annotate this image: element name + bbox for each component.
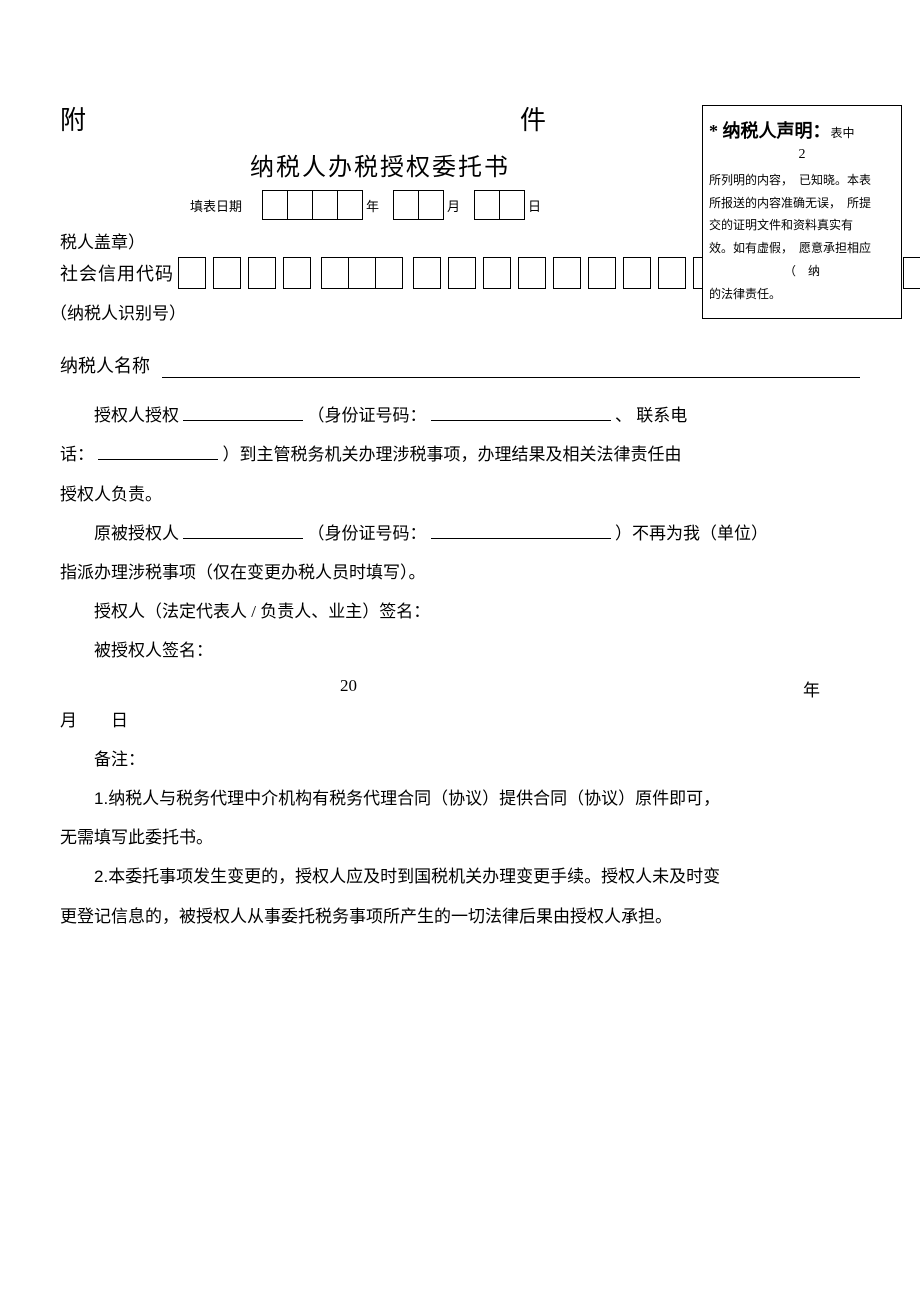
date-prefix-20: 20 <box>340 676 357 701</box>
auth-paragraph-2: 话： ）到主管税务机关办理涉税事项，办理结果及相关法律责任由 <box>60 435 860 474</box>
year-input-boxes[interactable] <box>262 190 362 220</box>
year-unit: 年 <box>366 196 379 215</box>
grantor-signature-line: 授权人（法定代表人 / 负责人、业主）签名： <box>60 592 860 631</box>
decl-paren: （ 纳 <box>709 260 895 283</box>
decl-l5: 的法律责任。 <box>709 287 781 301</box>
auth-p1b: （身份证号码： <box>308 406 427 425</box>
note-1b: 无需填写此委托书。 <box>60 818 860 857</box>
auth-p4c: ）不再为我（单位） <box>615 524 768 543</box>
attachment-left: 附 <box>60 100 88 137</box>
signature-date-row: 20 年 <box>60 676 860 701</box>
authorized-phone-input[interactable] <box>98 442 218 460</box>
prev-authorized-id-input[interactable] <box>431 521 611 539</box>
fill-date-label: 填表日期 <box>190 196 242 215</box>
decl-l2b: 所提 <box>847 196 871 210</box>
note-1: 1.纳税人与税务代理中介机构有税务代理合同（协议）提供合同（协议）原件即可， <box>60 779 860 818</box>
auth-paragraph-1: 授权人授权 （身份证号码： 、 联系电 <box>60 396 860 435</box>
auth-p2b: ）到主管税务机关办理涉税事项，办理结果及相关法律责任由 <box>223 445 682 464</box>
decl-l3: 交的证明文件和资料真实有 <box>709 218 853 232</box>
decl-l1a: 所列明的内容， <box>709 173 787 187</box>
declaration-star: * <box>709 121 718 141</box>
social-credit-code-label: 社会信用代码 <box>60 260 174 286</box>
note-2b: 更登记信息的，被授权人从事委托税务事项所产生的一切法律后果由授权人承担。 <box>60 897 860 936</box>
authorized-id-input[interactable] <box>431 403 611 421</box>
taxpayer-name-label: 纳税人名称 <box>60 352 150 378</box>
taxpayer-declaration-box: * 纳税人声明：表中 2 所列明的内容， 已知晓。本表 所报送的内容准确无误， … <box>702 105 902 319</box>
date-month-day: 月 日 <box>60 701 860 740</box>
decl-l2a: 所报送的内容准确无误， <box>709 196 835 210</box>
auth-paragraph-4: 原被授权人 （身份证号码： ）不再为我（单位） <box>60 514 860 553</box>
auth-p1c: 、 联系电 <box>615 406 687 425</box>
auth-p1a: 授权人授权 <box>94 406 179 425</box>
auth-p4a: 原被授权人 <box>94 524 179 543</box>
declaration-body: 所列明的内容， 已知晓。本表 所报送的内容准确无误， 所提 交的证明文件和资料真… <box>709 169 895 306</box>
decl-l4a: 效。如有虚假， <box>709 241 787 255</box>
note-2-text: 本委托事项发生变更的，授权人应及时到国税机关办理变更手续。授权人未及时变 <box>108 867 720 886</box>
taxpayer-id-text: （纳税人识别号） <box>50 304 186 323</box>
date-year-unit: 年 <box>803 676 820 701</box>
declaration-title: 纳税人声明： <box>723 121 831 141</box>
decl-l1b: 已知晓。本表 <box>799 173 871 187</box>
authorized-name-input[interactable] <box>183 403 303 421</box>
auth-p2a: 话： <box>60 445 94 464</box>
grantee-signature-line: 被授权人签名： <box>60 631 860 670</box>
auth-p4b: （身份证号码： <box>308 524 427 543</box>
declaration-suffix: 表中 <box>831 126 855 140</box>
note-2-num: 2. <box>94 867 108 886</box>
note-2: 2.本委托事项发生变更的，授权人应及时到国税机关办理变更手续。授权人未及时变 <box>60 857 860 896</box>
day-unit: 日 <box>528 196 541 215</box>
note-1-text: 纳税人与税务代理中介机构有税务代理合同（协议）提供合同（协议）原件即可， <box>108 789 720 808</box>
taxpayer-name-input[interactable] <box>162 356 860 378</box>
taxpayer-name-row: 纳税人名称 <box>60 352 860 378</box>
month-input-boxes[interactable] <box>393 190 443 220</box>
auth-paragraph-5: 指派办理涉税事项（仅在变更办税人员时填写）。 <box>60 553 860 592</box>
decl-l4b: 愿意承担相应 <box>799 241 871 255</box>
month-unit: 月 <box>447 196 460 215</box>
day-input-boxes[interactable] <box>474 190 524 220</box>
notes-heading: 备注： <box>60 740 860 779</box>
note-1-num: 1. <box>94 789 108 808</box>
auth-paragraph-3: 授权人负责。 <box>60 475 860 514</box>
notes-section: 备注： 1.纳税人与税务代理中介机构有税务代理合同（协议）提供合同（协议）原件即… <box>60 740 860 935</box>
prev-authorized-name-input[interactable] <box>183 521 303 539</box>
